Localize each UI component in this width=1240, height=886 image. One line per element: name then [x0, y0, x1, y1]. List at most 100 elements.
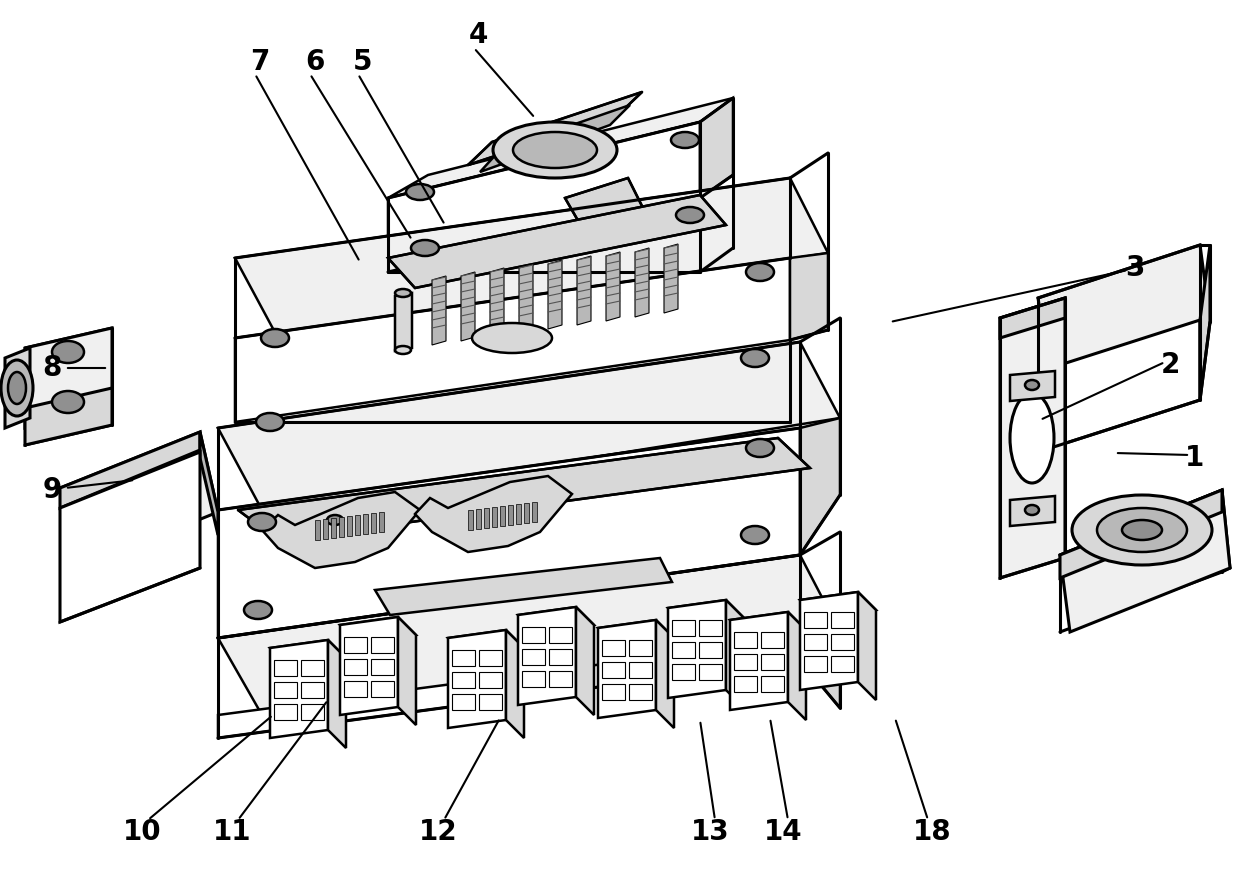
Polygon shape — [1060, 490, 1221, 578]
Polygon shape — [761, 654, 784, 670]
Polygon shape — [800, 632, 839, 708]
Polygon shape — [218, 638, 800, 738]
Polygon shape — [672, 620, 694, 636]
Polygon shape — [730, 612, 806, 638]
Ellipse shape — [248, 513, 277, 531]
Polygon shape — [629, 684, 652, 700]
Polygon shape — [701, 98, 733, 198]
Polygon shape — [500, 506, 505, 526]
Polygon shape — [329, 640, 346, 748]
Polygon shape — [635, 248, 649, 317]
Polygon shape — [699, 642, 722, 658]
Polygon shape — [315, 520, 320, 540]
Polygon shape — [343, 659, 367, 675]
Polygon shape — [601, 662, 625, 678]
Polygon shape — [761, 676, 784, 692]
Polygon shape — [355, 515, 360, 535]
Ellipse shape — [327, 515, 343, 525]
Polygon shape — [522, 671, 546, 687]
Text: 3: 3 — [1126, 254, 1145, 282]
Ellipse shape — [410, 240, 439, 256]
Polygon shape — [699, 620, 722, 636]
Ellipse shape — [1, 360, 33, 416]
Ellipse shape — [255, 413, 284, 431]
Polygon shape — [371, 659, 394, 675]
Polygon shape — [548, 260, 562, 329]
Ellipse shape — [1011, 393, 1054, 483]
Text: 9: 9 — [42, 476, 62, 504]
Text: 10: 10 — [123, 818, 161, 846]
Polygon shape — [218, 428, 800, 638]
Ellipse shape — [746, 263, 774, 281]
Polygon shape — [301, 660, 324, 676]
Ellipse shape — [1025, 380, 1039, 390]
Text: 13: 13 — [691, 818, 729, 846]
Polygon shape — [490, 268, 503, 337]
Polygon shape — [25, 328, 112, 428]
Polygon shape — [262, 492, 420, 568]
Polygon shape — [1038, 320, 1200, 452]
Polygon shape — [301, 704, 324, 720]
Polygon shape — [601, 640, 625, 656]
Text: 8: 8 — [42, 354, 62, 382]
Polygon shape — [549, 649, 572, 665]
Polygon shape — [1038, 245, 1210, 372]
Polygon shape — [484, 508, 489, 528]
Text: 11: 11 — [213, 818, 252, 846]
Polygon shape — [301, 682, 324, 698]
Polygon shape — [518, 607, 594, 633]
Polygon shape — [340, 617, 415, 643]
Polygon shape — [374, 558, 672, 615]
Text: 1: 1 — [1185, 444, 1204, 472]
Polygon shape — [343, 637, 367, 653]
Polygon shape — [396, 293, 412, 351]
Ellipse shape — [472, 323, 552, 353]
Polygon shape — [522, 649, 546, 665]
Polygon shape — [699, 664, 722, 680]
Polygon shape — [506, 630, 525, 738]
Ellipse shape — [396, 346, 410, 354]
Polygon shape — [518, 607, 577, 705]
Text: 14: 14 — [764, 818, 802, 846]
Polygon shape — [831, 634, 854, 650]
Polygon shape — [388, 122, 701, 272]
Polygon shape — [388, 195, 725, 288]
Polygon shape — [379, 512, 384, 532]
Polygon shape — [479, 672, 502, 688]
Polygon shape — [734, 676, 756, 692]
Polygon shape — [218, 555, 839, 715]
Polygon shape — [804, 656, 827, 672]
Polygon shape — [629, 640, 652, 656]
Ellipse shape — [671, 132, 699, 148]
Polygon shape — [415, 476, 572, 552]
Polygon shape — [479, 650, 502, 666]
Ellipse shape — [260, 329, 289, 347]
Polygon shape — [520, 264, 533, 333]
Polygon shape — [480, 105, 630, 172]
Polygon shape — [516, 504, 521, 524]
Ellipse shape — [513, 132, 596, 168]
Polygon shape — [672, 664, 694, 680]
Polygon shape — [522, 627, 546, 643]
Text: 5: 5 — [353, 48, 373, 76]
Polygon shape — [1060, 490, 1230, 632]
Polygon shape — [60, 452, 200, 622]
Polygon shape — [663, 244, 678, 313]
Polygon shape — [800, 592, 875, 618]
Polygon shape — [238, 438, 810, 540]
Polygon shape — [467, 510, 472, 530]
Text: 12: 12 — [419, 818, 458, 846]
Polygon shape — [371, 637, 394, 653]
Polygon shape — [322, 519, 329, 539]
Ellipse shape — [494, 122, 618, 178]
Ellipse shape — [52, 391, 84, 413]
Polygon shape — [508, 505, 513, 525]
Polygon shape — [479, 694, 502, 710]
Polygon shape — [388, 98, 733, 198]
Polygon shape — [668, 600, 744, 626]
Polygon shape — [800, 418, 839, 555]
Polygon shape — [730, 612, 787, 710]
Ellipse shape — [676, 207, 704, 223]
Polygon shape — [565, 178, 649, 238]
Polygon shape — [532, 502, 537, 522]
